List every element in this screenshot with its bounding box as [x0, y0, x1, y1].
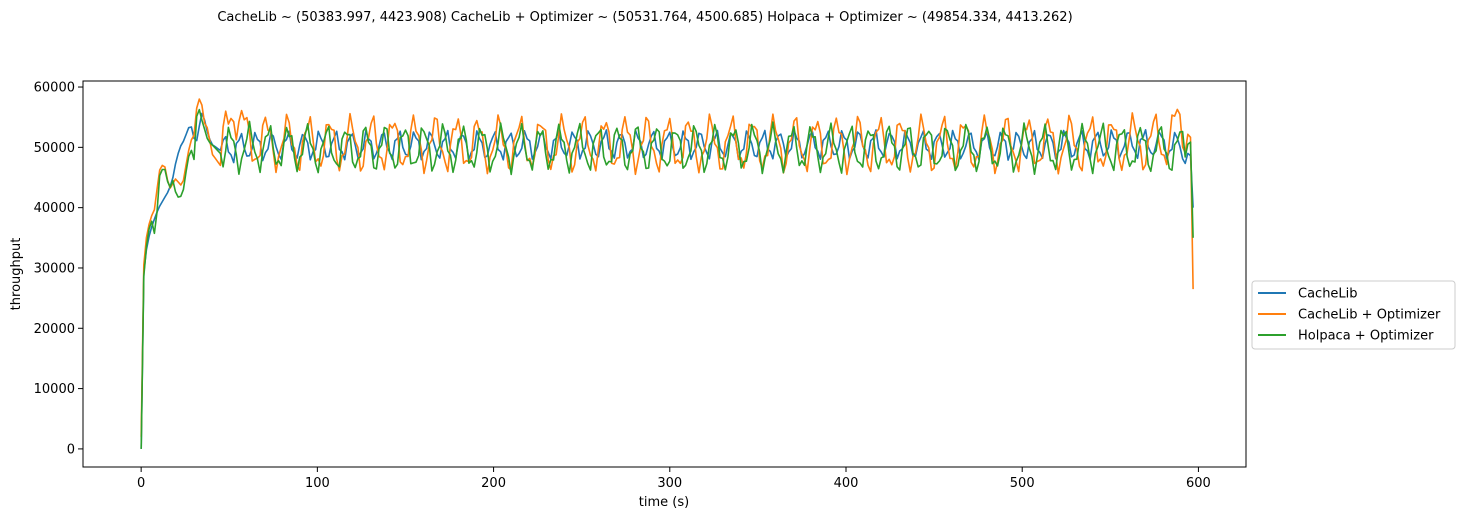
legend-box	[1251, 280, 1456, 350]
y-tick-label: 10000	[34, 382, 75, 397]
x-tick-label: 600	[1186, 476, 1211, 491]
legend-label: Holpaca + Optimizer	[1298, 329, 1434, 344]
y-tick-label: 30000	[34, 261, 75, 276]
series-layer	[140, 98, 1194, 449]
y-tick-label: 20000	[34, 322, 75, 337]
series-line-1	[140, 112, 1194, 449]
legend-label: CacheLib + Optimizer	[1298, 308, 1441, 323]
x-tick-label: 400	[834, 476, 859, 491]
y-tick-label: 60000	[34, 81, 75, 96]
y-tick-label: 0	[67, 442, 75, 457]
y-axis-label: throughput	[9, 238, 24, 311]
x-tick-label: 200	[481, 476, 506, 491]
x-tick-label: 300	[657, 476, 682, 491]
x-axis-ticks: 0 100 200 300 400 500 600	[137, 467, 1211, 491]
legend: CacheLib CacheLib + Optimizer Holpaca + Op…	[1251, 280, 1456, 350]
chart-title: CacheLib ~ (50383.997, 4423.908) CacheLi…	[217, 10, 1072, 25]
x-tick-label: 100	[305, 476, 330, 491]
series-line-2	[140, 98, 1194, 437]
series-line-3	[140, 108, 1194, 449]
plot-area	[82, 80, 1247, 468]
x-tick-label: 500	[1010, 476, 1035, 491]
y-tick-label: 40000	[34, 201, 75, 216]
y-axis-ticks: 0 10000 20000 30000 40000 50000 60000	[34, 81, 83, 457]
x-axis-label: time (s)	[639, 495, 689, 510]
legend-label: CacheLib	[1298, 287, 1358, 302]
x-tick-label: 0	[137, 476, 145, 491]
y-tick-label: 50000	[34, 141, 75, 156]
